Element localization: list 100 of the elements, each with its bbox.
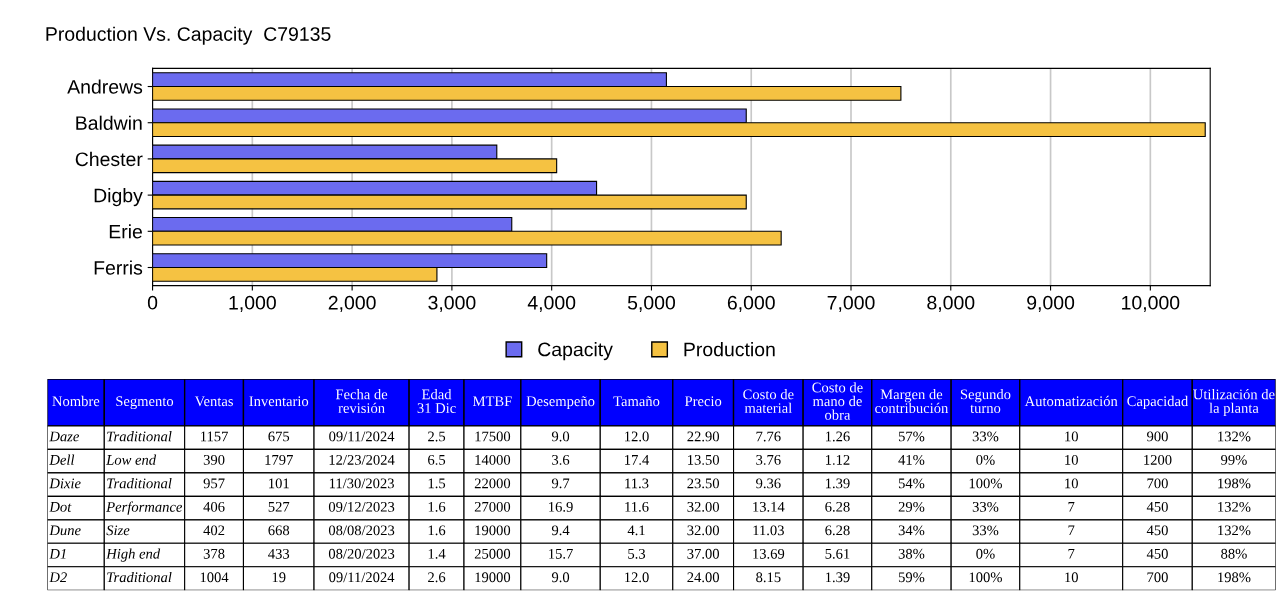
- text: 11/30/2023: [329, 478, 394, 489]
- text: Dixie: [49, 478, 81, 489]
- text: 402: [203, 525, 225, 536]
- text: 33%: [972, 501, 999, 512]
- text: 41%: [898, 454, 925, 465]
- text: 1.39: [825, 478, 850, 489]
- text: Dell: [49, 454, 75, 465]
- text: 1.6: [428, 501, 446, 512]
- text: 13.50: [688, 454, 720, 465]
- text: Traditional: [107, 571, 172, 583]
- x-tick-label: 0: [147, 295, 158, 310]
- text: 1.39: [825, 572, 850, 583]
- text: 9.36: [756, 478, 781, 489]
- text: 132%: [1218, 431, 1251, 442]
- text: 23.50: [687, 478, 720, 489]
- text: 3.76: [756, 455, 781, 465]
- x-tick-label: 5,000: [627, 295, 676, 312]
- text: 9.4: [551, 525, 570, 536]
- text: 8.15: [756, 572, 781, 583]
- text: Dot: [49, 502, 72, 512]
- text: 101: [269, 478, 289, 489]
- text: 700: [1147, 572, 1168, 583]
- category-label: Margen de contribución: [875, 388, 949, 414]
- text: Traditional: [107, 431, 172, 442]
- text: 11.03: [753, 525, 784, 536]
- text: 12.0: [625, 572, 649, 583]
- text: 12.0: [625, 431, 649, 442]
- text: 390: [203, 454, 225, 465]
- category-label: Capacidad: [1127, 395, 1189, 410]
- chart-title: Production Vs. Capacity C79135: [46, 26, 331, 45]
- text: 16.9: [549, 501, 573, 512]
- text: 7.76: [756, 431, 781, 442]
- text: 2.5: [428, 431, 446, 442]
- text: 10: [1065, 572, 1078, 583]
- text: 19: [272, 572, 286, 583]
- text: 433: [268, 548, 290, 559]
- text: 13.14: [753, 501, 785, 512]
- y-tick-label: Erie: [109, 224, 142, 239]
- text: D1: [49, 548, 66, 559]
- text: 6.28: [825, 525, 850, 536]
- text: 1.6: [428, 525, 446, 536]
- x-tick-label: 10,000: [1122, 295, 1180, 312]
- text: 668: [268, 525, 290, 536]
- text: Daze: [49, 431, 80, 442]
- text: Dune: [49, 525, 81, 536]
- text: 32.00: [687, 501, 720, 512]
- text: Low end: [106, 454, 157, 465]
- legend-label: Production: [684, 342, 775, 357]
- x-tick-label: 8,000: [927, 295, 975, 312]
- text: 9.0: [551, 572, 570, 583]
- text: 675: [268, 431, 290, 442]
- x-tick-label: 6,000: [727, 295, 775, 312]
- category-label: Precio: [684, 396, 722, 407]
- category-label: Segmento: [116, 396, 174, 410]
- text: 34%: [898, 525, 925, 536]
- text: 900: [1147, 431, 1168, 442]
- text: 27000: [474, 501, 511, 512]
- text: Performance: [106, 501, 183, 515]
- text: 6.28: [825, 501, 850, 512]
- text: 24.00: [687, 572, 720, 583]
- text: 10: [1065, 431, 1078, 442]
- y-tick-label: Andrews: [67, 79, 143, 94]
- text: Size: [106, 525, 130, 536]
- category-label: Edad 31 Dic: [417, 389, 456, 413]
- text: 08/08/2023: [328, 525, 395, 536]
- text: 406: [203, 501, 225, 512]
- x-tick-label: 7,000: [827, 295, 875, 312]
- text: 1157: [201, 431, 228, 442]
- category-label: Fecha de revisión: [335, 389, 388, 413]
- text: 0%: [976, 454, 995, 465]
- text: 527: [268, 501, 290, 512]
- x-tick-label: 9,000: [1027, 295, 1075, 312]
- text: 1.26: [825, 431, 850, 442]
- text: 33%: [972, 431, 999, 442]
- text: 450: [1146, 548, 1168, 559]
- text: Traditional: [107, 478, 172, 489]
- category-label: Automatización: [1024, 395, 1118, 407]
- text: 09/12/2023: [328, 501, 395, 512]
- x-tick-label: 3,000: [428, 295, 476, 312]
- text: 100%: [969, 572, 1002, 583]
- text: 9.7: [551, 478, 570, 489]
- category-label: Tamaño: [613, 396, 660, 407]
- text: 37.00: [687, 548, 720, 559]
- text: 6.5: [428, 455, 446, 465]
- text: 17.4: [625, 455, 650, 465]
- text: 100%: [969, 478, 1002, 489]
- text: 700: [1147, 478, 1168, 489]
- text: 57%: [898, 431, 925, 442]
- category-label: Nombre: [52, 395, 100, 407]
- text: 32.00: [687, 525, 720, 536]
- category-label: Inventario: [249, 396, 309, 407]
- text: 1.5: [428, 478, 446, 489]
- text: 88%: [1221, 548, 1247, 559]
- text: 11.6: [625, 501, 649, 512]
- text: 12/23/2024: [329, 454, 395, 465]
- text: 5.3: [628, 548, 646, 559]
- text: 25000: [474, 548, 511, 559]
- text: 11.3: [625, 478, 649, 489]
- text: 14000: [475, 454, 511, 465]
- text: 29%: [898, 501, 925, 512]
